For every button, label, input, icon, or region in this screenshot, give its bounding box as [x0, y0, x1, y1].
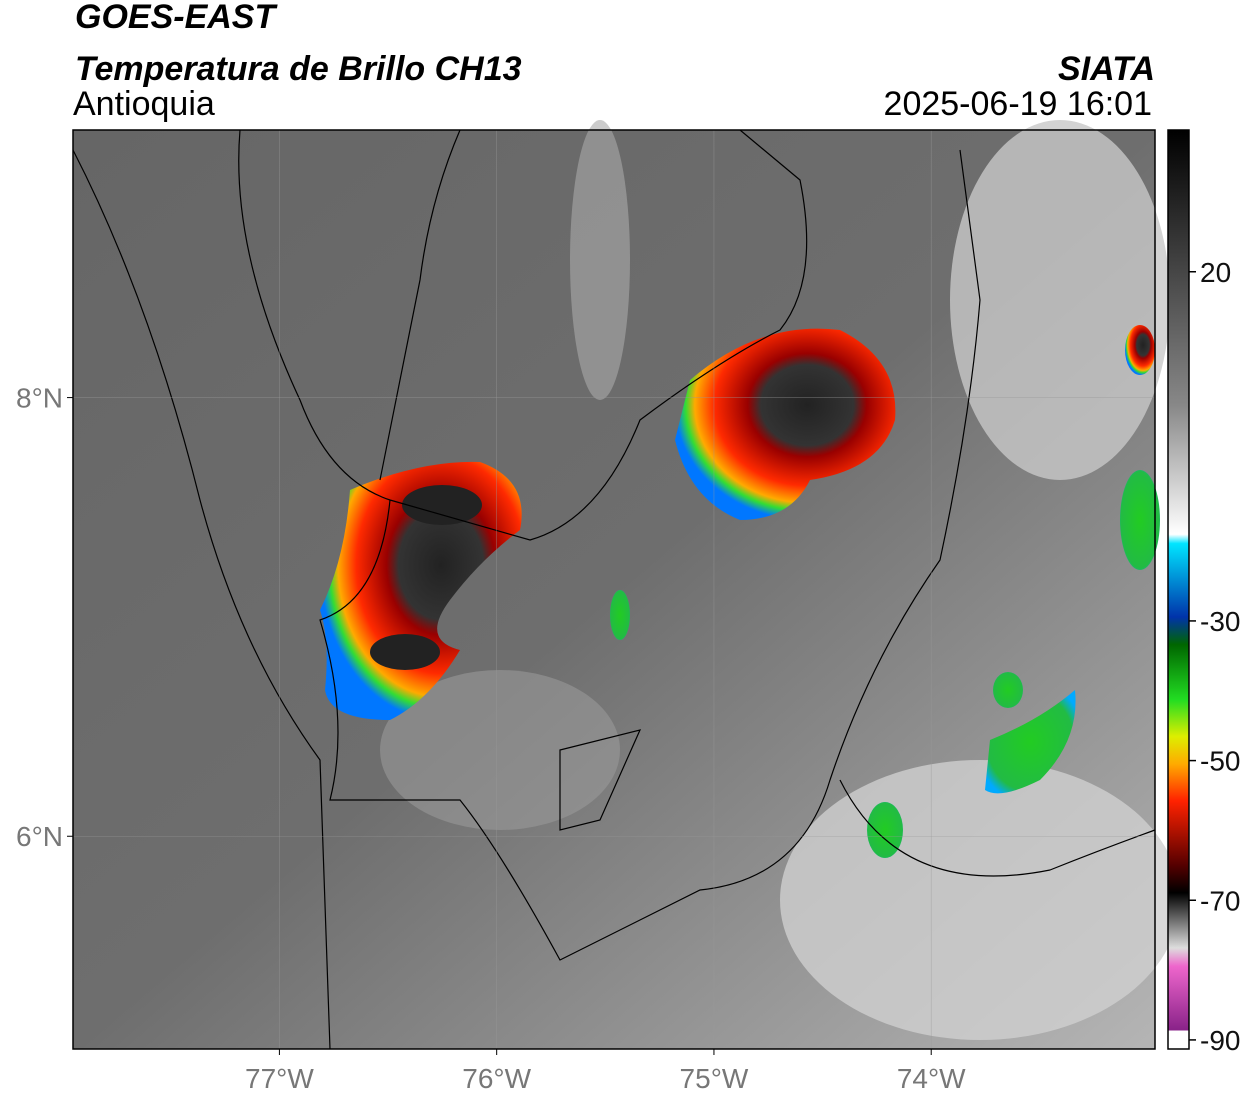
subtitle: Temperatura de Brillo CH13	[75, 50, 522, 88]
colorbar-tick-label: 20	[1200, 257, 1231, 288]
region: Antioquia	[73, 85, 215, 123]
title: GOES-EAST	[75, 0, 278, 36]
colorbar-tick-label: -70	[1200, 885, 1240, 916]
colorbar	[1167, 129, 1190, 1050]
satellite-image	[72, 120, 1180, 1050]
source: SIATA	[1058, 50, 1155, 88]
datetime: 2025-06-19 16:01	[884, 85, 1152, 123]
colorbar-tick-label: -30	[1200, 606, 1240, 637]
x-tick-label: 77°W	[245, 1063, 314, 1094]
x-tick-label: 74°W	[897, 1063, 966, 1094]
map-frame	[72, 129, 1156, 1050]
graticule	[73, 130, 1155, 1049]
x-tick-label: 75°W	[680, 1063, 749, 1094]
y-tick-label: 6°N	[16, 821, 63, 852]
x-tick-label: 76°W	[462, 1063, 531, 1094]
y-tick-label: 8°N	[16, 383, 63, 414]
colorbar-tick-label: -50	[1200, 746, 1240, 777]
colorbar-tick-label: -90	[1200, 1025, 1240, 1056]
